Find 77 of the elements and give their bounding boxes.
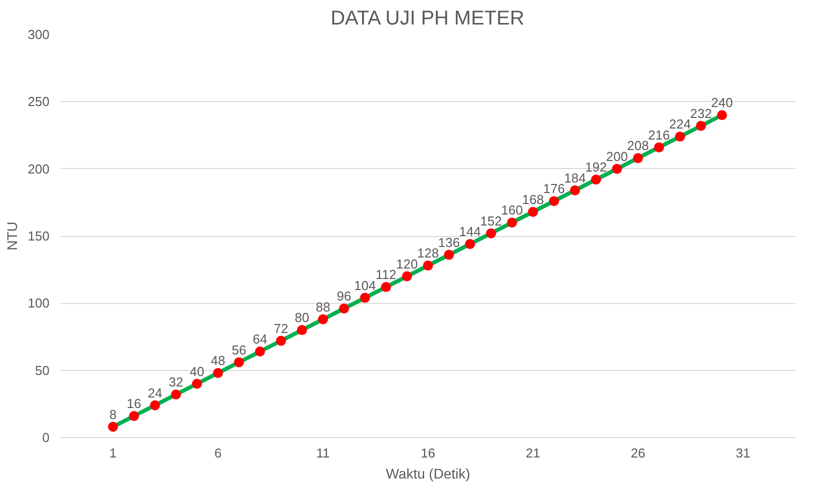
data-label: 80 [294,310,310,326]
point [255,346,265,357]
point [297,325,307,336]
x-tick-label: 16 [420,446,436,460]
data-label: 16 [126,396,142,412]
point [339,304,349,314]
data-label: 40 [190,364,204,379]
point [318,314,328,324]
data-label: 216 [648,127,670,142]
data-label: 200 [606,148,628,164]
data-label: 88 [316,299,330,314]
point [171,390,181,400]
data-label: 112 [376,267,396,282]
chart-title: DATA UJI PH METER [330,8,524,30]
point [696,120,706,131]
y-tick-label: 0 [42,430,50,445]
data-label: 232 [690,106,712,121]
point [486,228,496,238]
data-label: 32 [168,374,184,390]
data-label: 240 [711,95,733,110]
y-tick-label: 50 [35,362,50,378]
point [423,260,433,271]
data-label: 136 [438,234,460,250]
point [213,368,223,378]
data-label: 208 [627,138,649,154]
data-label: 96 [336,288,352,304]
data-label: 72 [274,320,288,336]
point [192,378,202,389]
point [129,411,139,421]
data-label: 192 [585,160,607,175]
point [507,218,517,228]
point [150,400,160,410]
data-label: 8 [109,406,117,422]
x-tick-label: 1 [109,446,117,460]
data-label: 144 [459,224,481,240]
point [381,282,391,292]
data-label: 128 [417,246,439,261]
x-axis-title: Waktu (Detik) [386,466,470,482]
data-label: 168 [522,192,544,207]
y-tick-label: 100 [28,296,50,311]
x-tick-label: 31 [736,446,750,460]
data-label: 160 [501,202,523,218]
data-label: 184 [564,170,586,186]
point [276,336,286,346]
data-label: 24 [148,385,162,400]
data-label: 64 [252,332,268,347]
y-axis-title: NTU [4,222,20,250]
x-tick-label: 26 [630,446,646,460]
point [402,271,412,282]
x-tick-label: 11 [316,446,330,460]
point [108,422,118,432]
data-label: 176 [543,181,565,196]
point [675,132,685,142]
data-label: 104 [354,278,376,293]
x-tick-label: 6 [214,446,222,460]
point [528,206,538,217]
y-tick-label: 200 [28,161,50,176]
point [234,357,244,368]
data-label: 56 [232,342,246,358]
point [633,153,643,164]
y-tick-label: 250 [28,94,50,110]
data-label: 224 [669,116,691,132]
point [570,185,580,196]
point [549,196,559,206]
point [465,239,475,250]
point [612,164,622,174]
y-tick-label: 300 [28,27,50,42]
data-label: 152 [480,213,502,228]
data-label: 120 [396,256,418,272]
point [717,110,727,120]
point [444,250,454,260]
y-tick-label: 150 [28,228,50,244]
point [360,292,370,303]
data-label: 48 [210,353,226,368]
point [591,174,601,185]
point [654,142,664,152]
x-tick-label: 21 [526,446,540,460]
